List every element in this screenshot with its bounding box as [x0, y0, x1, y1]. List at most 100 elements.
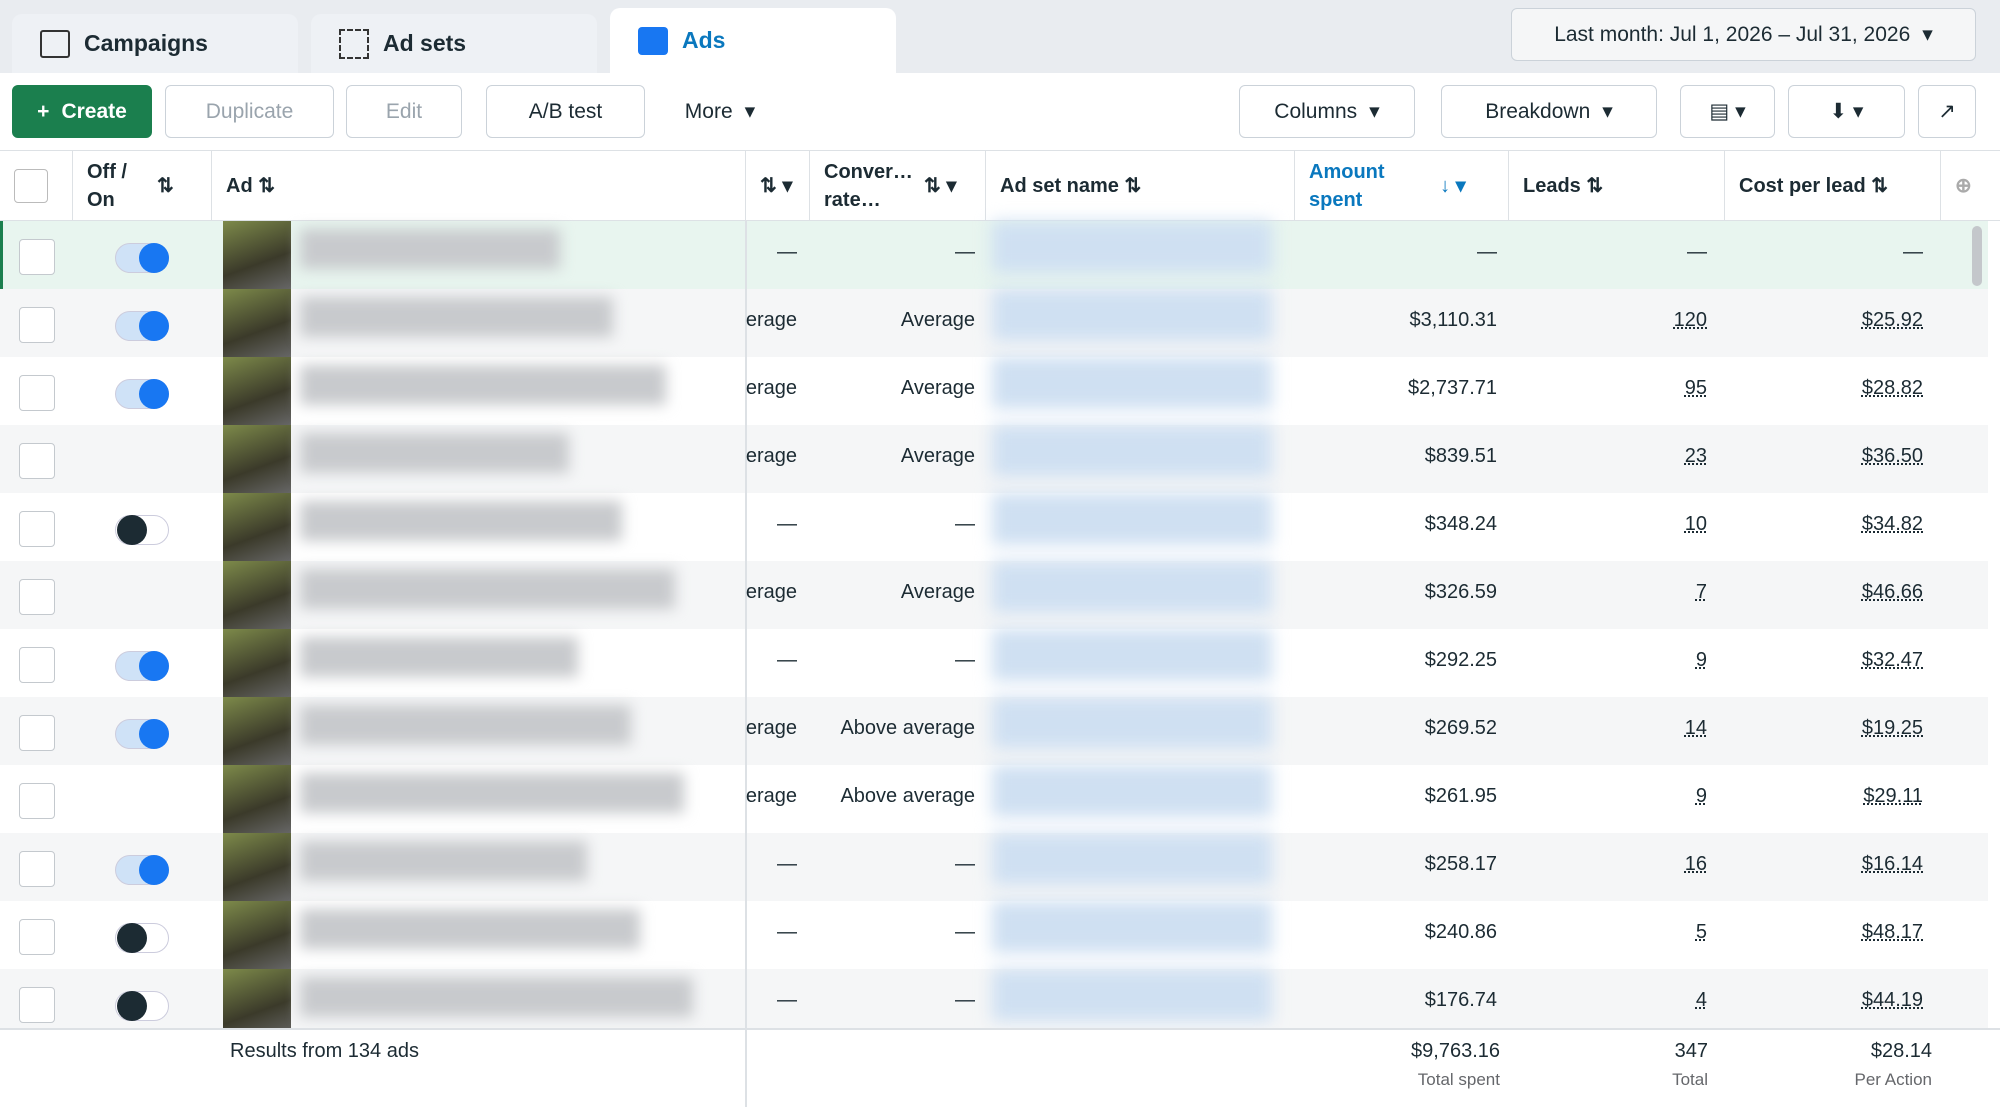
chart-button[interactable]: ↗ [1918, 85, 1976, 138]
conversion-rate-cell: Average [900, 445, 975, 467]
header-label: Off / On [87, 160, 127, 211]
header-checkbox[interactable] [0, 150, 73, 221]
header[interactable]: Conver… rate… ⇅ ▾ [810, 150, 986, 221]
button-label: A/B test [528, 99, 603, 123]
quality-cell: — [777, 649, 797, 671]
footer-caption: Total [1672, 1070, 1708, 1089]
ad-column-edge [745, 833, 747, 901]
row-checkbox[interactable] [19, 715, 55, 751]
row-checkbox[interactable] [19, 647, 55, 683]
leads-cell: 95 [1684, 377, 1707, 399]
blurred-ad-name [300, 569, 675, 609]
button-label: More [684, 99, 733, 123]
conversion-rate-cell: — [955, 649, 975, 671]
quality-cell: erage [745, 785, 797, 807]
date-range: Last month: Jul 1, 2026 – Jul 31, 2026 [1554, 22, 1911, 46]
row-checkbox[interactable] [19, 375, 55, 411]
header-label: Amount spent [1309, 160, 1385, 211]
amount-spent-cell: $326.59 [1424, 581, 1497, 603]
tab[interactable]: Campaigns [12, 14, 298, 73]
amount-spent-cell: $348.24 [1424, 513, 1497, 535]
header[interactable]: Cost per lead ⇅ [1725, 150, 1941, 221]
results-count: Results from 134 ads [230, 1040, 419, 1062]
quality-cell: — [777, 853, 797, 875]
toggle-knob [139, 855, 169, 885]
tab[interactable]: Ad sets [311, 14, 597, 73]
amount-spent-cell: — [1477, 241, 1497, 263]
tab-label: Ad sets [383, 30, 467, 56]
create-button[interactable]: + Create [12, 85, 152, 138]
leads-cell: 23 [1684, 445, 1707, 467]
conversion-rate-cell: — [955, 989, 975, 1011]
export-button[interactable]: ⬇ ▾ [1788, 85, 1905, 138]
tab-active[interactable]: Ads [610, 8, 896, 73]
row-checkbox[interactable] [19, 511, 55, 547]
ad-thumbnail [223, 221, 291, 289]
blurred-ad-name [300, 909, 640, 949]
duplicate-button[interactable]: Duplicate [165, 85, 334, 138]
leads-cell: 9 [1695, 649, 1707, 671]
leads-cell: 120 [1673, 309, 1707, 331]
ab-test-button[interactable]: A/B test [486, 85, 645, 138]
header-sorted[interactable]: Amount spent ↓ ▾ [1295, 150, 1509, 221]
leads-cell: — [1687, 241, 1707, 263]
ad-column-edge [745, 969, 747, 1037]
ad-column-edge [745, 221, 747, 289]
blurred-ad-name [300, 705, 631, 745]
cost-per-lead-cell: $34.82 [1861, 513, 1923, 535]
edit-button[interactable]: Edit [346, 85, 462, 138]
cost-per-lead-cell: $46.66 [1861, 581, 1923, 603]
row-checkbox[interactable] [19, 239, 55, 275]
leads-cell: 10 [1684, 513, 1707, 535]
blurred-ad-set [992, 221, 1272, 273]
amount-spent-cell: $176.74 [1424, 989, 1497, 1011]
reports-button[interactable]: ▤ ▾ [1680, 85, 1775, 138]
blurred-ad-set [992, 765, 1272, 817]
header[interactable]: Leads ⇅ [1509, 150, 1725, 221]
header[interactable]: Ad ⇅ [212, 150, 746, 221]
conversion-rate-cell: — [955, 921, 975, 943]
row-checkbox[interactable] [19, 919, 55, 955]
divider [745, 1028, 747, 1107]
ad-thumbnail [223, 765, 291, 833]
footer-total: 347 [1674, 1040, 1708, 1062]
row-checkbox[interactable] [19, 851, 55, 887]
amount-spent-cell: $258.17 [1424, 853, 1497, 875]
scrollbar [1972, 226, 1982, 286]
header[interactable]: Off / On ⇅ [73, 150, 212, 221]
ad-column-edge [745, 901, 747, 969]
add-column[interactable]: ⊕ [1955, 174, 1972, 197]
footer-caption: Total spent [1417, 1070, 1500, 1089]
row-checkbox[interactable] [19, 307, 55, 343]
cost-per-lead-cell: $32.47 [1861, 649, 1923, 671]
more-button[interactable]: More ▾ [660, 85, 780, 138]
header-label: Leads [1523, 174, 1581, 197]
button-label: Breakdown [1485, 99, 1591, 123]
header-label: Cost per lead [1739, 174, 1866, 197]
button-label: Edit [385, 99, 423, 123]
quality-cell: — [777, 989, 797, 1011]
tab-label: Ads [682, 27, 726, 53]
ad-thumbnail [223, 697, 291, 765]
table-footer [0, 1028, 2000, 1109]
quality-cell: erage [745, 717, 797, 739]
amount-spent-cell: $2,737.71 [1408, 377, 1497, 399]
footer-total: $28.14 [1870, 1040, 1932, 1062]
conversion-rate-cell: — [955, 241, 975, 263]
breakdown-button[interactable]: Breakdown ▾ [1441, 85, 1657, 138]
date-picker[interactable]: Last month: Jul 1, 2026 – Jul 31, 2026 ▾ [1511, 8, 1976, 61]
tab-label: Campaigns [84, 30, 208, 56]
blurred-ad-set [992, 969, 1272, 1021]
ad-thumbnail [223, 629, 291, 697]
header-label: Ad [226, 174, 253, 197]
row-checkbox[interactable] [19, 987, 55, 1023]
columns-button[interactable]: Columns ▾ [1239, 85, 1415, 138]
toggle-knob [139, 651, 169, 681]
quality-cell: — [777, 921, 797, 943]
row-checkbox[interactable] [19, 579, 55, 615]
toggle-knob [139, 379, 169, 409]
conversion-rate-cell: Above average [840, 785, 975, 807]
header[interactable]: Ad set name ⇅ [986, 150, 1295, 221]
row-checkbox[interactable] [19, 443, 55, 479]
row-checkbox[interactable] [19, 783, 55, 819]
